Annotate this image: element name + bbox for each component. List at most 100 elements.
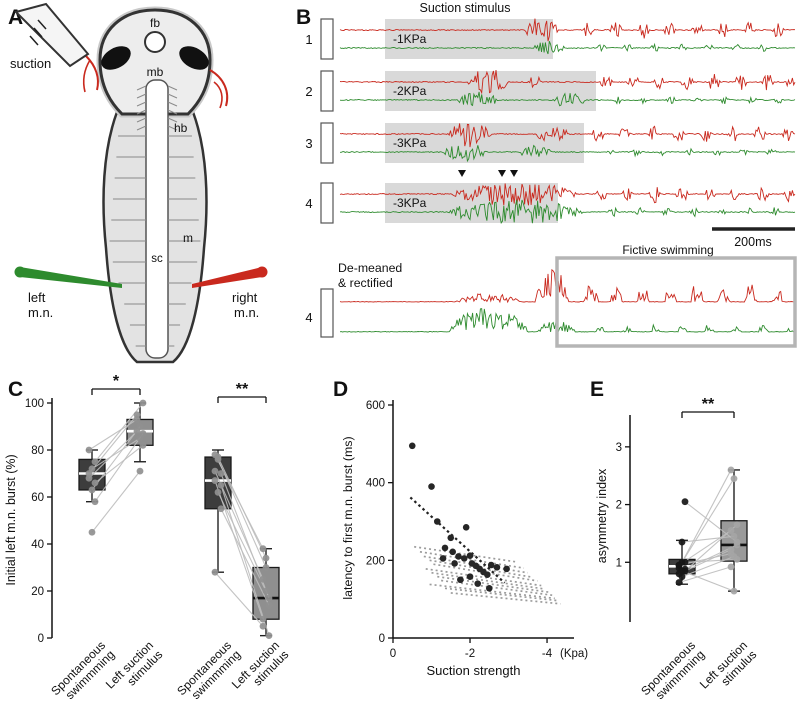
regression-line-gray [450,592,561,605]
pair-line [684,501,738,543]
data-point [503,565,510,573]
suction-pipette [14,2,90,68]
y-tick-label: 200 [366,555,385,567]
y-tick-label: 40 [31,539,44,551]
left-mn-label-2: m.n. [28,305,53,320]
trace-number: 2 [305,84,312,99]
left-mn-trace [340,144,796,163]
data-point [727,550,735,558]
data-point [214,453,222,461]
trace-number: 1 [305,32,312,47]
trace-start-bracket [320,70,334,112]
event-arrowhead-icon [510,170,518,177]
pair-line [214,571,264,627]
data-point [88,486,96,494]
data-point [139,441,147,449]
data-point [433,518,441,525]
left-mn-trace [339,199,796,224]
right-mn-trace [339,18,796,42]
regression-line-gray [414,545,517,563]
sig-label: ** [702,396,715,413]
x-tick-label: 0 [390,648,396,660]
stimulus-pressure-label: -3KPa [393,196,427,210]
data-point [259,575,267,583]
pair-line [220,485,270,636]
data-point [727,466,735,474]
right-mn-trace [339,183,796,206]
data-point [730,532,738,540]
y-axis-label: asymmetry index [595,468,609,563]
boxplot-asymmetry-index: 1 2 3 ** asymmetry index Spontaneousswimmming… [595,396,759,707]
x-category-label: Spontaneousswimmming [638,638,707,707]
sig-label: ** [236,381,249,398]
trace-start-bracket [320,182,334,224]
y-tick-label: 60 [31,492,44,504]
regression-line-gray [441,579,553,597]
data-point [91,479,99,487]
box [204,456,232,510]
data-point [441,544,449,552]
left-mn-trace [339,41,796,55]
data-point [211,568,219,576]
data-point [85,474,93,482]
data-point [136,467,144,475]
pair-line [681,478,735,563]
y-tick-label: 20 [31,586,44,598]
regression-line-gray [431,571,546,590]
data-point [466,552,474,559]
pair-line [220,508,270,606]
data-point [493,564,501,571]
data-point [265,601,273,609]
right-mn-label-1: right [232,290,258,305]
right-electrode [192,267,262,288]
spinal-cord-label: sc [151,253,163,265]
suction-flow-arrows-icon [29,19,47,46]
left-eye [101,46,131,70]
data-point [730,475,738,482]
left-mn-label-1: left [28,290,46,305]
data-point [447,534,455,542]
x-category-label: Left suctionstimulus [229,638,291,700]
right-mn-trace [339,123,796,148]
data-point [428,483,435,490]
data-point [133,411,141,419]
x-axis-label: Suction strength [427,663,521,678]
data-point [675,561,683,569]
hindbrain-rootlet [136,101,147,107]
y-tick-label: 80 [31,445,44,457]
pair-line [88,418,138,451]
panel-e-label: E [590,378,604,401]
data-point [262,554,270,562]
event-arrowhead-icon [498,170,506,177]
demeaned-label-1: De-meaned [338,261,402,275]
data-point [460,555,468,562]
y-tick-label: 400 [366,478,385,490]
data-point [85,470,93,477]
y-tick-label: 600 [366,400,385,412]
data-point [487,561,495,569]
panel-b: B Suction stimulus 1 -1KPa 2 -2KPa 3 -3KPa 4 -3… [296,1,797,348]
left-mn-trace [339,91,796,107]
left-mn-rectified-trace [339,308,796,334]
pair-line [94,433,144,503]
pair-line [217,492,267,592]
y-tick-label: 0 [38,633,44,645]
panel-a: A fb mb hb m sc suction [8,2,268,364]
x-category-label: Left suctionstimulus [103,638,165,700]
data-point [681,498,689,506]
data-point [259,615,267,623]
data-point [451,560,458,567]
panel-d: D 0 200 400 600 0 -2 -4 latency to first m.n. b… [333,378,588,678]
pair-line [217,456,267,559]
pair-line [94,444,144,484]
scatter-latency-vs-suction: 0 200 400 600 0 -2 -4 latency to first m.n. bur… [341,400,588,678]
data-point [733,521,741,529]
trace-number: 4 [305,310,312,325]
trigeminal-nerve-left [85,55,99,91]
data-point [214,488,222,496]
forebrain-label: fb [150,16,160,30]
stimulus-pressure-label: -3KPa [393,136,427,150]
hindbrain-rootlet [167,125,178,131]
